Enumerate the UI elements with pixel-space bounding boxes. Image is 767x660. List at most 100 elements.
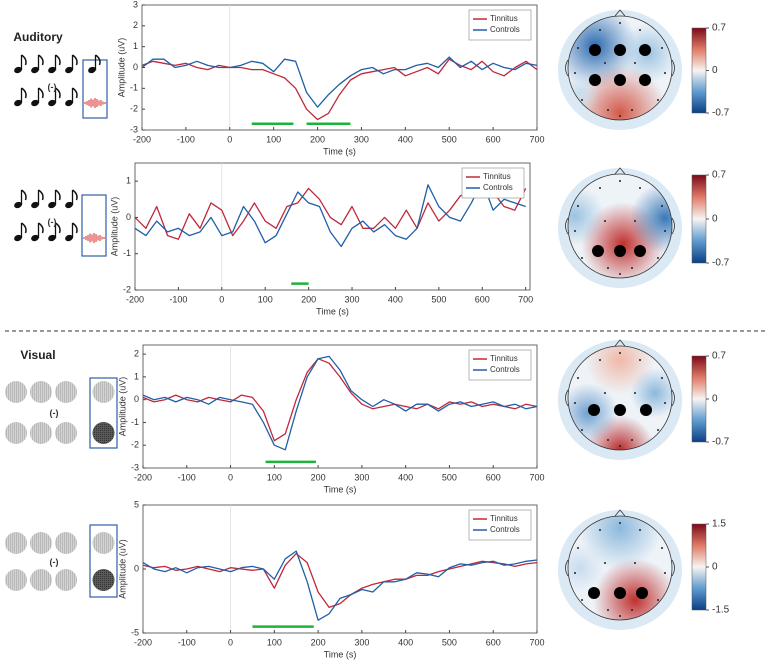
x-tick-label: 0 (227, 134, 232, 144)
series-line (141, 58, 538, 121)
electrode (661, 47, 663, 49)
electrode (634, 62, 636, 64)
topo-blob (568, 543, 605, 593)
electrode (657, 429, 659, 431)
colorbar-tick-label: 0 (712, 65, 718, 76)
y-tick-label: 0 (134, 394, 139, 404)
x-axis-label: Time (s) (324, 649, 357, 659)
legend-label: Tinnitus (490, 14, 518, 23)
electrode (574, 230, 576, 232)
legend-label: Controls (483, 183, 513, 192)
y-tick-label: -1 (123, 248, 131, 258)
stimulus-box (89, 377, 118, 449)
topo-blob (630, 183, 672, 253)
electrode (661, 377, 663, 379)
y-tick-label: 0 (133, 62, 138, 72)
highlight-electrode (639, 44, 651, 56)
x-tick-label: -200 (133, 134, 151, 144)
series-line (141, 56, 538, 108)
x-tick-label: 300 (354, 134, 369, 144)
electrode (607, 439, 609, 441)
note-head (31, 99, 39, 107)
x-axis-label: Time (s) (316, 306, 349, 316)
note-head (31, 201, 39, 209)
note-head (31, 66, 39, 74)
series-line (134, 180, 526, 248)
electrode (639, 359, 641, 361)
colorbar-tick-label: 0.7 (712, 351, 726, 362)
y-axis-label: Amplitude (uV) (117, 539, 127, 599)
electrode (577, 547, 579, 549)
legend-label: Controls (490, 525, 520, 534)
colorbar-tick-label: 0.7 (712, 170, 726, 181)
electrode (619, 273, 621, 275)
y-tick-label: -1 (130, 83, 138, 93)
y-tick-label: 3 (133, 0, 138, 9)
grating (30, 381, 52, 403)
electrode (577, 47, 579, 49)
x-tick-label: -200 (134, 472, 152, 482)
electrode (639, 529, 641, 531)
target-grating (92, 569, 115, 591)
electrode (664, 72, 666, 74)
y-tick-label: 1 (126, 176, 131, 186)
legend-label: Controls (490, 365, 520, 374)
legend-box (468, 349, 532, 381)
note-flag (72, 87, 78, 99)
series-line (134, 184, 527, 240)
grating (92, 532, 115, 554)
note-head (31, 234, 39, 242)
x-tick-label: 300 (345, 294, 360, 304)
electrode (631, 267, 633, 269)
head-ear (671, 389, 675, 407)
colorbar (691, 523, 707, 611)
stimulus-box (89, 524, 118, 598)
x-tick-label: 400 (398, 637, 413, 647)
note-flag (72, 222, 78, 234)
electrode (619, 115, 621, 117)
head-ear (565, 389, 569, 407)
electrode (599, 187, 601, 189)
x-axis-label: Time (s) (324, 484, 357, 494)
note-flag (21, 54, 27, 66)
head-ear (565, 59, 569, 77)
series-line (142, 552, 538, 609)
x-tick-label: -100 (178, 472, 196, 482)
electrode (657, 257, 659, 259)
note-head (14, 201, 22, 209)
x-tick-label: 100 (266, 134, 281, 144)
head-nose (614, 9, 626, 17)
grating (5, 422, 27, 444)
x-tick-label: 200 (311, 472, 326, 482)
y-tick-label: -5 (131, 627, 139, 637)
electrode (619, 180, 621, 182)
x-tick-label: 700 (529, 637, 544, 647)
x-tick-label: -100 (169, 294, 187, 304)
electrode (577, 377, 579, 379)
grating (55, 532, 77, 554)
x-tick-label: 600 (486, 637, 501, 647)
note-flag (55, 87, 61, 99)
colorbar-tick-label: 0 (712, 562, 718, 573)
x-tick-label: 200 (311, 637, 326, 647)
highlight-electrode (614, 404, 626, 416)
highlight-electrode (588, 587, 600, 599)
electrode (634, 392, 636, 394)
colorbar-tick-label: 0 (712, 394, 718, 405)
legend-box (461, 167, 525, 199)
x-tick-label: 400 (388, 294, 403, 304)
stimulus-box (81, 194, 107, 257)
x-tick-label: -200 (134, 637, 152, 647)
legend-box (468, 9, 532, 41)
x-tick-label: 100 (267, 472, 282, 482)
note-head (65, 99, 73, 107)
x-tick-label: 700 (529, 134, 544, 144)
colorbar-tick-label: -0.7 (712, 108, 730, 119)
electrode (607, 609, 609, 611)
y-axis-label: Amplitude (uV) (109, 197, 119, 257)
electrode (604, 562, 606, 564)
topo-blob (578, 516, 662, 570)
section-label: Auditory (13, 30, 63, 44)
note-head (65, 234, 73, 242)
x-tick-label: 600 (486, 134, 501, 144)
